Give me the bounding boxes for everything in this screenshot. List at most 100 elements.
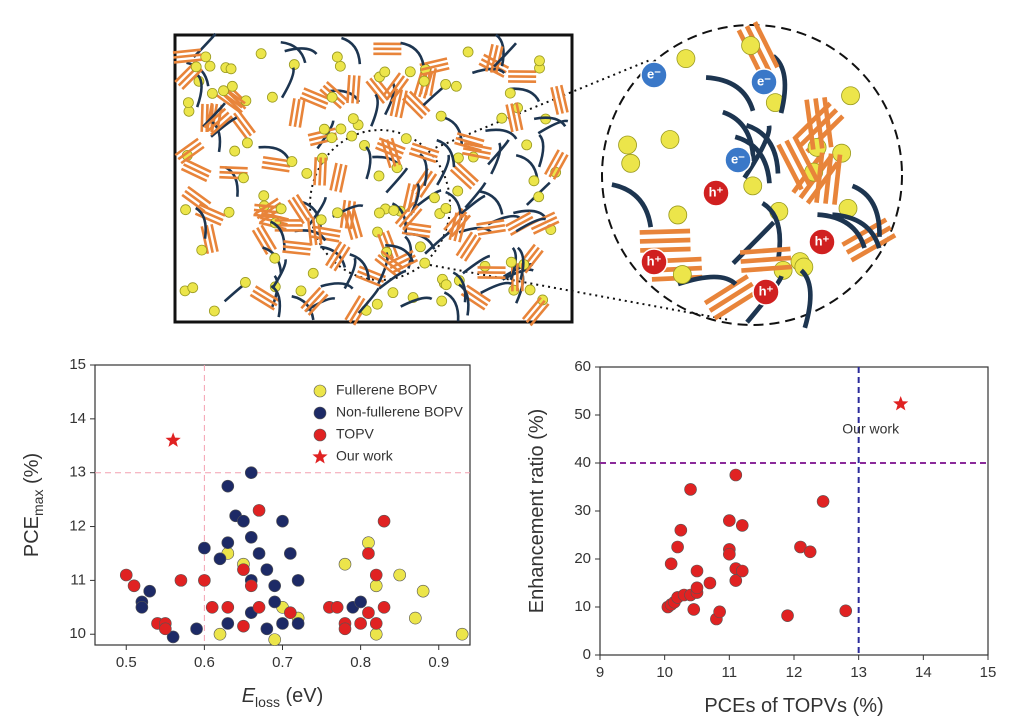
point: [245, 531, 257, 543]
figure: e⁻e⁻e⁻h⁺h⁺h⁺h⁺ 0.50.60.70.80.91011121314…: [0, 0, 1013, 722]
y-tick-label: 10: [574, 598, 591, 615]
acceptor: [522, 140, 532, 150]
acceptor: [525, 285, 535, 295]
point: [214, 628, 226, 640]
point: [245, 580, 257, 592]
plot-frame: [600, 367, 988, 655]
annotation: Our work: [842, 421, 900, 437]
point: [736, 519, 748, 531]
acceptor: [230, 146, 240, 156]
point: [355, 596, 367, 608]
legend-label: TOPV: [336, 426, 375, 442]
acceptor: [197, 245, 207, 255]
acceptor: [327, 133, 337, 143]
point: [206, 601, 218, 613]
acceptor: [259, 191, 269, 201]
acceptor: [227, 81, 237, 91]
star-point: [893, 396, 908, 410]
x-tick-label: 9: [596, 664, 604, 681]
acceptor: [348, 114, 358, 124]
point: [159, 623, 171, 635]
acceptor: [441, 280, 451, 290]
acceptor: [201, 52, 211, 62]
acceptor: [661, 131, 679, 149]
y-label-unit: (%): [21, 453, 43, 490]
point: [292, 617, 304, 629]
point: [362, 607, 374, 619]
y-tick-label: 14: [69, 410, 86, 427]
point: [704, 577, 716, 589]
y-tick-label: 30: [574, 502, 591, 519]
x-tick-label: 0.6: [194, 654, 215, 671]
y-tick-label: 12: [69, 518, 86, 535]
x-tick-label: 14: [915, 664, 932, 681]
acceptor: [534, 56, 544, 66]
acceptor: [529, 176, 539, 186]
x-label-main: PCEs of TOPVs (%): [704, 695, 883, 717]
x-label-sub: loss: [255, 694, 280, 710]
point: [362, 547, 374, 559]
acceptor: [534, 192, 544, 202]
x-tick-label: 0.9: [428, 654, 449, 671]
acceptor: [270, 253, 280, 263]
acceptor: [207, 88, 217, 98]
point: [730, 469, 742, 481]
acceptor: [415, 242, 425, 252]
y-tick-label: 60: [574, 358, 591, 375]
point: [198, 574, 210, 586]
point: [222, 617, 234, 629]
x-label-main: E: [242, 685, 256, 707]
acceptor: [673, 266, 691, 284]
point: [237, 620, 249, 632]
point: [672, 541, 684, 553]
acceptor: [677, 50, 695, 68]
carrier-label: h⁺: [647, 253, 662, 268]
acceptor: [742, 36, 760, 54]
acceptor: [451, 81, 461, 91]
acceptor: [374, 171, 384, 181]
point: [314, 429, 326, 441]
point: [284, 547, 296, 559]
acceptor: [463, 47, 473, 57]
acceptor: [437, 296, 447, 306]
acceptor: [453, 153, 463, 163]
acceptor: [296, 286, 306, 296]
x-tick-label: 15: [980, 664, 997, 681]
point: [277, 515, 289, 527]
point: [269, 634, 281, 646]
point: [245, 467, 257, 479]
x-tick-label: 0.7: [272, 654, 293, 671]
legend-label: Non-fullerene BOPV: [336, 404, 464, 420]
acceptor: [238, 173, 248, 183]
acceptor: [420, 258, 430, 268]
point: [253, 547, 265, 559]
point: [261, 564, 273, 576]
acceptor: [319, 124, 329, 134]
point: [840, 605, 852, 617]
acceptor: [453, 186, 463, 196]
point: [222, 537, 234, 549]
acceptor: [308, 268, 318, 278]
x-tick-label: 12: [786, 664, 803, 681]
acceptor: [505, 88, 515, 98]
point: [394, 569, 406, 581]
point: [804, 546, 816, 558]
point: [378, 515, 390, 527]
acceptor: [276, 204, 286, 214]
acceptor: [419, 76, 429, 86]
x-axis-label: PCEs of TOPVs (%): [704, 695, 883, 717]
point: [136, 601, 148, 613]
point: [269, 596, 281, 608]
donor-chain: [315, 157, 316, 185]
carrier-label: h⁺: [759, 283, 774, 298]
point: [417, 585, 429, 597]
acceptor: [218, 86, 228, 96]
point: [723, 515, 735, 527]
legend-label: Our work: [336, 448, 394, 464]
point: [665, 558, 677, 570]
donor-chain: [202, 104, 203, 132]
acceptor: [669, 206, 687, 224]
point: [456, 628, 468, 640]
x-tick-label: 0.5: [116, 654, 137, 671]
y-tick-label: 15: [69, 356, 86, 373]
